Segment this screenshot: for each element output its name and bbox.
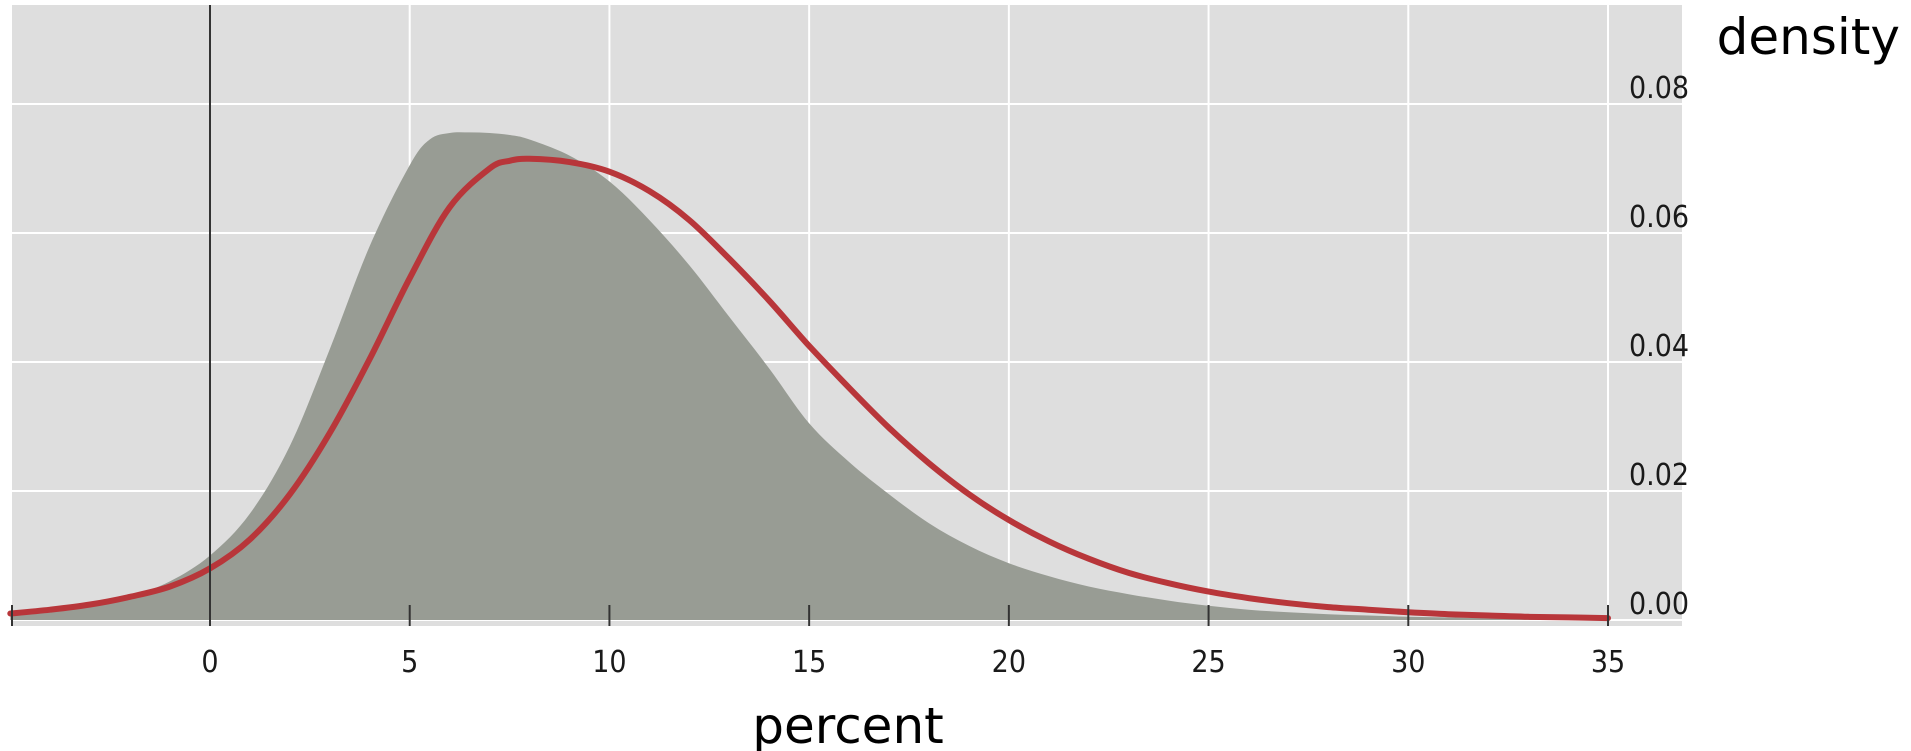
density-line bbox=[7, 155, 1611, 622]
x-tick-label: 15 bbox=[792, 645, 826, 680]
x-axis-title: percent bbox=[752, 697, 944, 751]
x-tick-label: 5 bbox=[401, 645, 418, 680]
y-tick-label: 0.08 bbox=[1629, 71, 1689, 106]
y-tick-label: 0.00 bbox=[1629, 587, 1689, 622]
y-axis-title: density bbox=[1717, 8, 1900, 66]
x-tick-label: 35 bbox=[1591, 645, 1625, 680]
line-density-series bbox=[7, 155, 1611, 622]
y-axis-ticks: 0.00 0.02 0.04 0.06 0.08 bbox=[1629, 71, 1689, 622]
x-tick-label: 30 bbox=[1391, 645, 1425, 680]
y-tick-label: 0.02 bbox=[1629, 458, 1689, 493]
x-axis-ticks: 0 5 10 15 20 25 30 35 bbox=[11, 605, 1625, 680]
x-tick-label: 10 bbox=[592, 645, 626, 680]
y-tick-label: 0.04 bbox=[1629, 329, 1689, 364]
y-tick-label: 0.06 bbox=[1629, 200, 1689, 235]
filled-density-area bbox=[10, 132, 1608, 620]
filled-density-series bbox=[10, 132, 1608, 620]
x-tick-label: 20 bbox=[992, 645, 1026, 680]
x-tick-label: 0 bbox=[201, 645, 218, 680]
x-tick-label: 25 bbox=[1191, 645, 1225, 680]
